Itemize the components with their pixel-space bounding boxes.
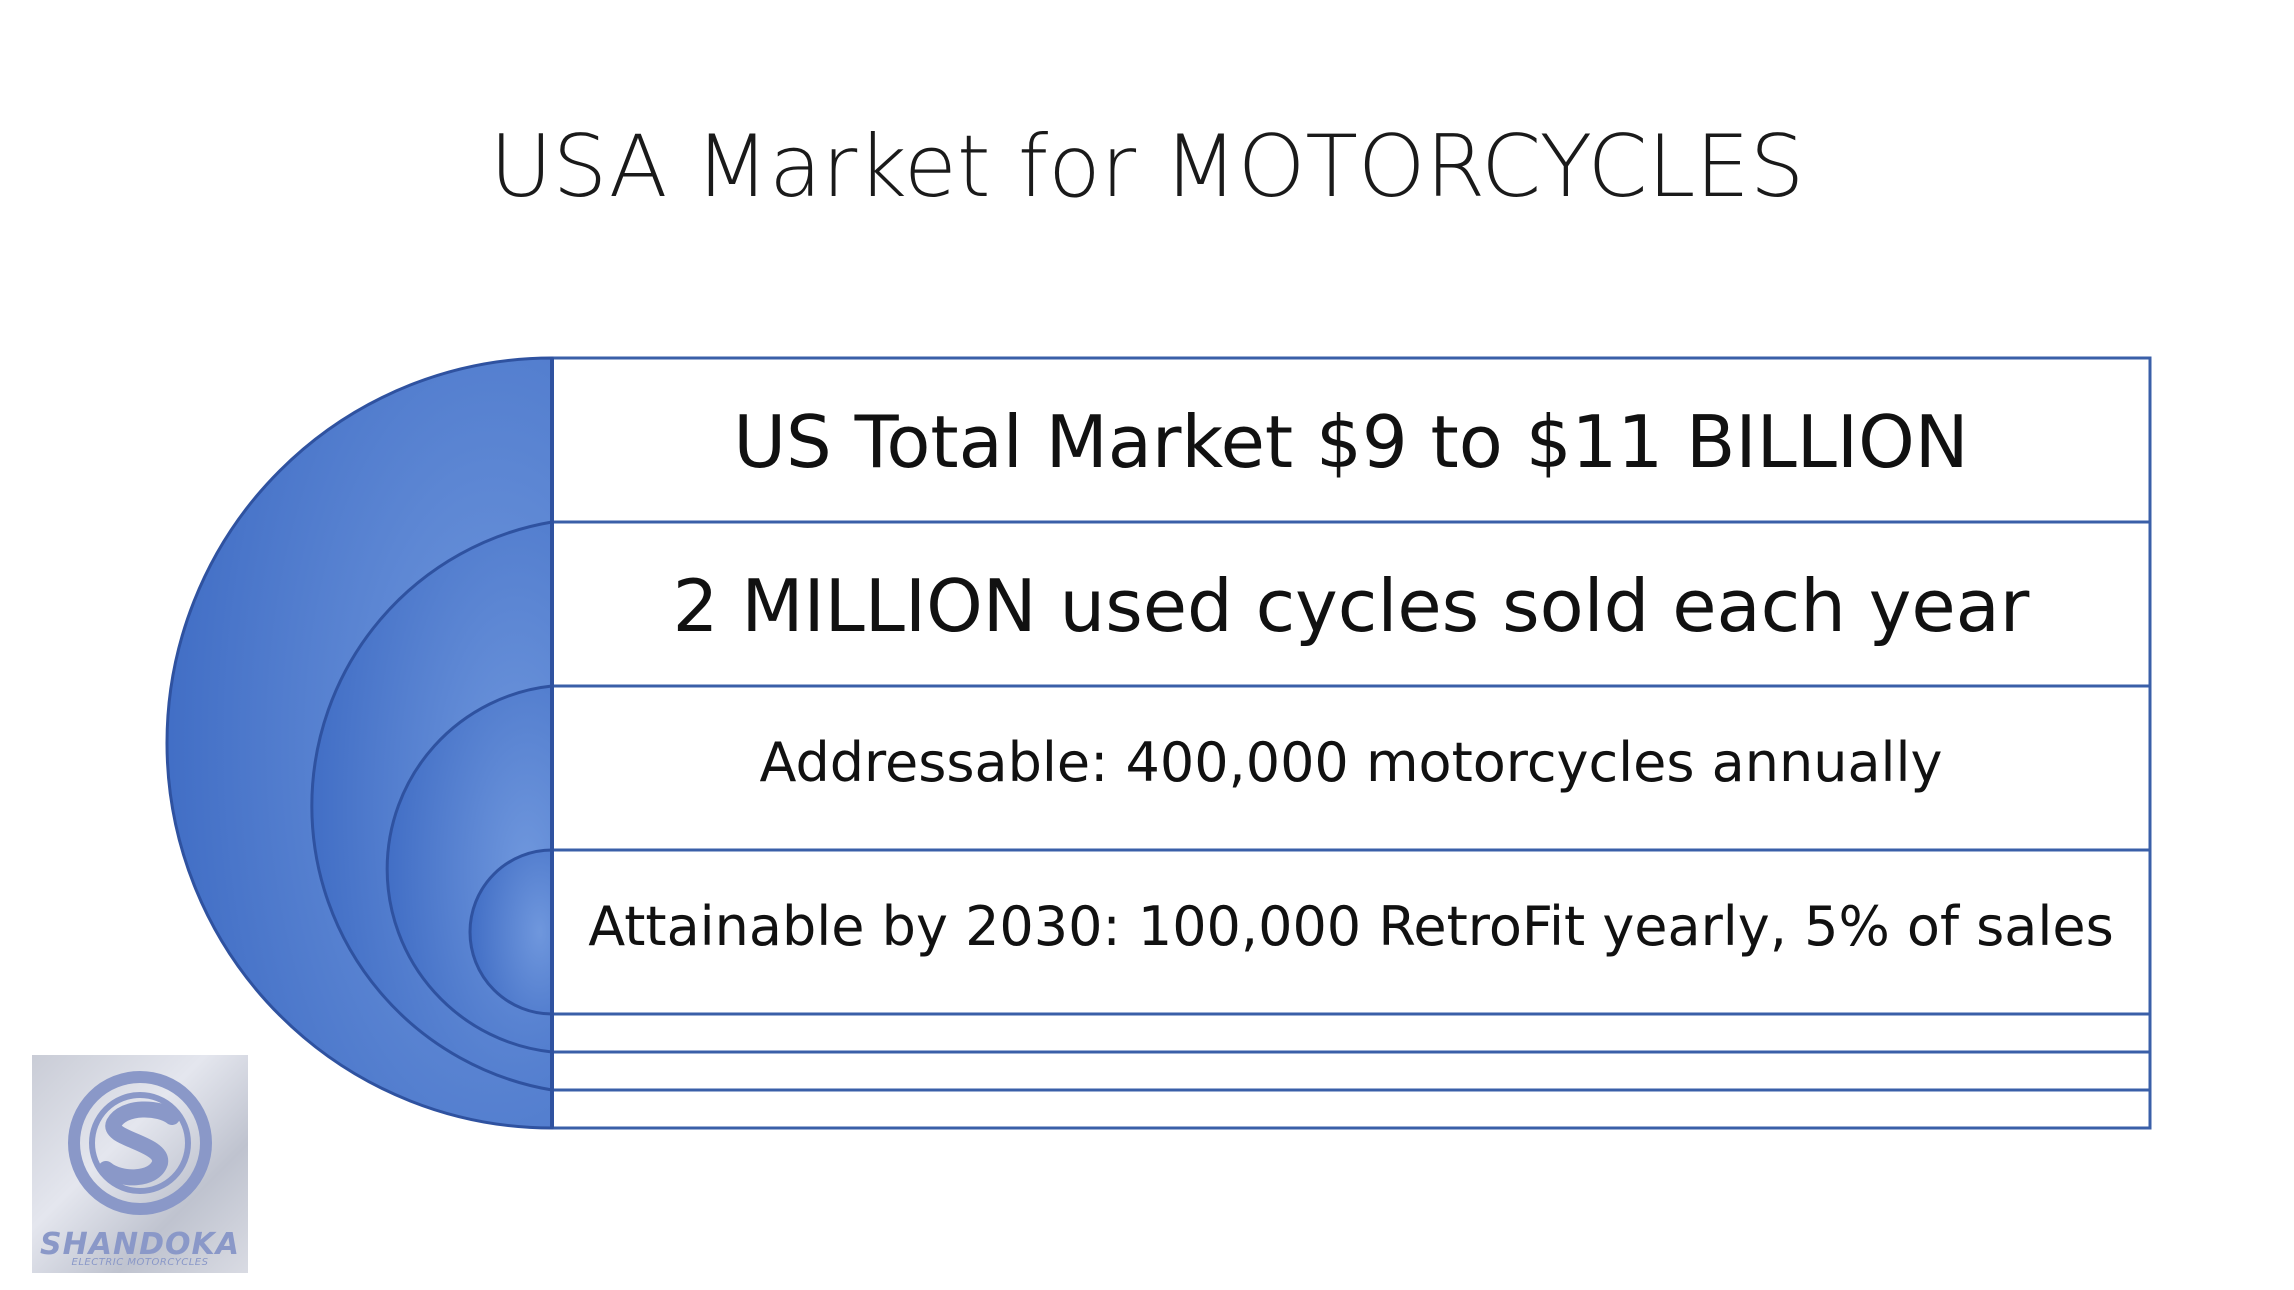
nested-semicircles bbox=[165, 356, 554, 1130]
row-box-2 bbox=[550, 520, 2152, 688]
company-logo: SHANDOKA ELECTRIC MOTORCYCLES bbox=[32, 1055, 248, 1273]
row-box-7 bbox=[550, 1088, 2152, 1130]
logo-subtitle: ELECTRIC MOTORCYCLES bbox=[71, 1257, 209, 1268]
slide-title: USA Market for MOTORCYCLES bbox=[489, 117, 1805, 217]
row-box-3 bbox=[550, 684, 2152, 852]
funnel-row-total-market: US Total Market $9 to $11 BILLION bbox=[733, 400, 1969, 484]
semicircle-4 bbox=[468, 848, 554, 1016]
logo-wordmark: SHANDOKA bbox=[40, 1227, 240, 1262]
funnel-row-addressable: Addressable: 400,000 motorcycles annuall… bbox=[759, 731, 1943, 794]
row-box-6 bbox=[550, 1050, 2152, 1092]
row-box-4 bbox=[550, 848, 2152, 1016]
row-box-1 bbox=[550, 356, 2152, 524]
row-box-5 bbox=[550, 1012, 2152, 1054]
shandoka-s-emblem-icon bbox=[68, 1071, 212, 1215]
funnel-row-boxes bbox=[550, 356, 2152, 1130]
funnel-row-attainable: Attainable by 2030: 100,000 RetroFit yea… bbox=[588, 895, 2114, 958]
funnel-row-used-cycles: 2 MILLION used cycles sold each year bbox=[672, 564, 2030, 648]
